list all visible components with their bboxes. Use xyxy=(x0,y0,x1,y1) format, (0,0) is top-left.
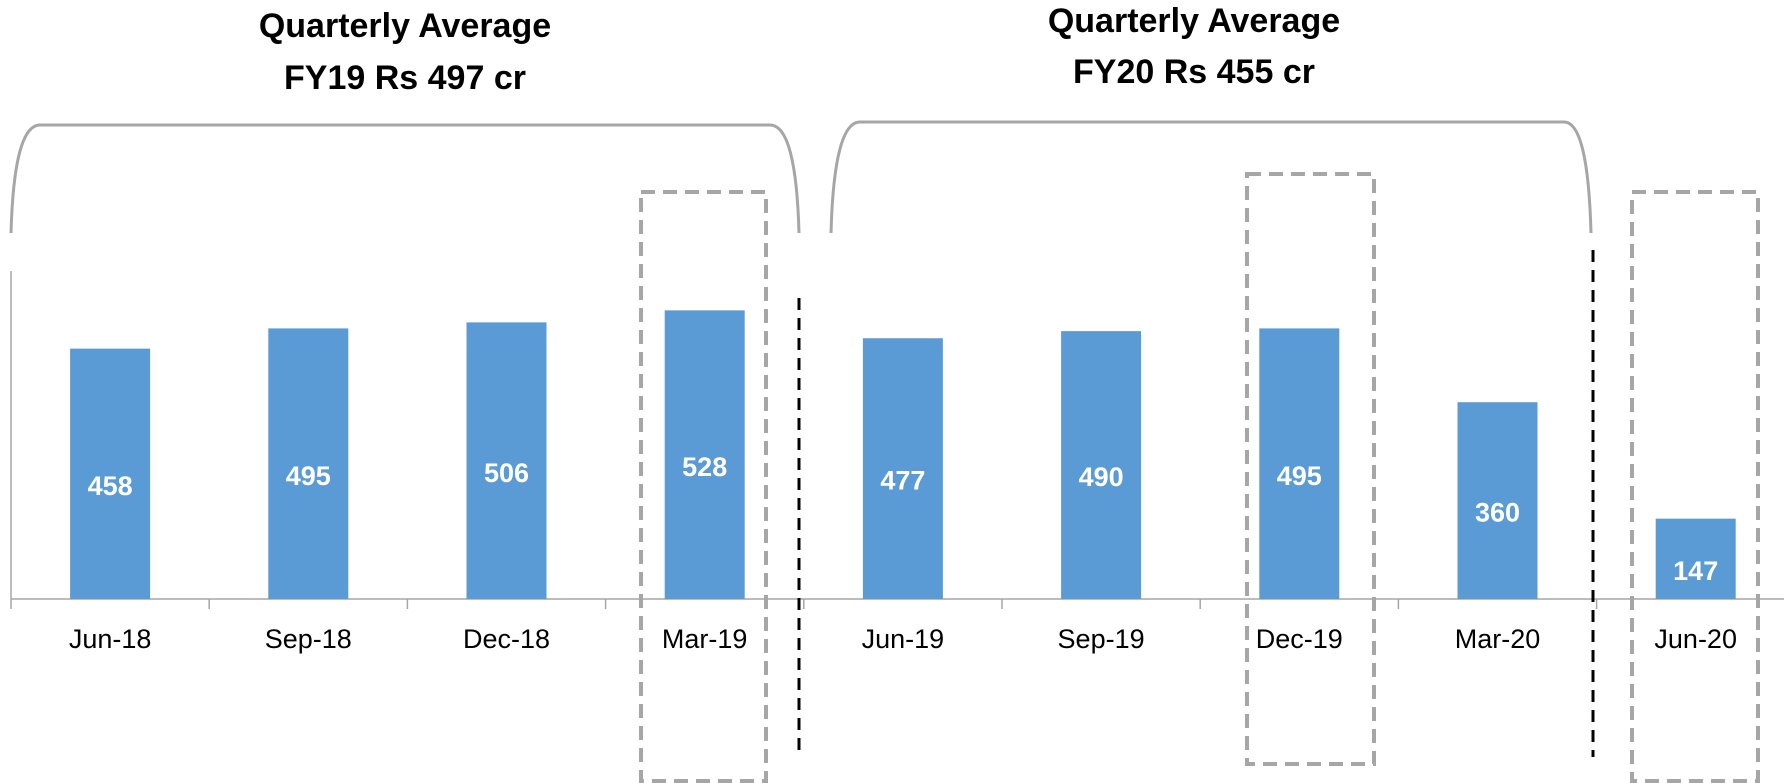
bracket xyxy=(829,120,1593,234)
x-tick-label: Jun-20 xyxy=(1654,624,1737,654)
data-label: 495 xyxy=(286,461,331,491)
data-label: 490 xyxy=(1079,462,1124,492)
data-label: 360 xyxy=(1475,498,1520,528)
data-label: 477 xyxy=(880,466,925,496)
bar xyxy=(268,328,349,599)
x-tick-label: Dec-18 xyxy=(463,624,550,654)
data-label: 495 xyxy=(1277,461,1322,491)
x-tick-label: Mar-19 xyxy=(662,624,748,654)
bar xyxy=(1259,328,1340,599)
bar xyxy=(1655,518,1736,599)
highlight-box xyxy=(639,190,768,783)
data-label: 528 xyxy=(682,452,727,482)
x-tick-label: Jun-19 xyxy=(862,624,945,654)
x-tick-label: Sep-18 xyxy=(265,624,352,654)
data-label: 147 xyxy=(1673,556,1718,586)
bracket xyxy=(9,123,801,234)
annotation: Quarterly Average xyxy=(1048,2,1340,40)
data-label: 458 xyxy=(88,471,133,501)
bar xyxy=(862,338,943,599)
highlight-box xyxy=(1245,172,1376,766)
x-tick-label: Sep-19 xyxy=(1058,624,1145,654)
x-tick-label: Dec-19 xyxy=(1256,624,1343,654)
bar xyxy=(466,322,547,599)
data-label: 506 xyxy=(484,458,529,488)
bar xyxy=(664,310,745,599)
highlight-box xyxy=(1630,190,1760,783)
bar xyxy=(1457,402,1538,599)
bar xyxy=(1061,331,1142,599)
bar xyxy=(70,348,151,599)
annotation: FY20 Rs 455 cr xyxy=(1073,53,1315,91)
x-tick-label: Mar-20 xyxy=(1455,624,1541,654)
annotation: FY19 Rs 497 cr xyxy=(284,59,526,97)
plot: Jun-18 458 Sep-18 495 Dec-18 506 Mar-19 528 Jun-… xyxy=(10,310,1737,654)
annotation: Quarterly Average xyxy=(259,7,551,45)
x-tick-label: Jun-18 xyxy=(69,624,152,654)
